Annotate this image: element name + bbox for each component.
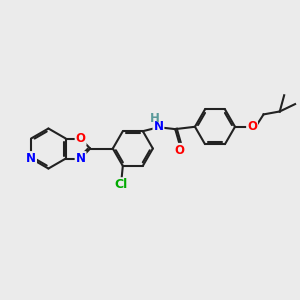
Text: O: O [175,144,184,157]
Text: N: N [76,152,85,165]
Text: O: O [247,120,257,133]
Text: N: N [26,152,36,165]
Text: O: O [76,132,85,145]
Text: H: H [150,112,160,125]
Text: Cl: Cl [115,178,128,191]
Text: N: N [153,120,164,133]
